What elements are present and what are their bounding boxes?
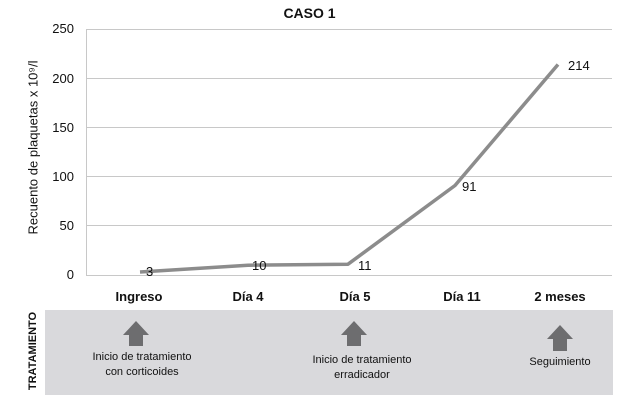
y-tick-100: 100 xyxy=(52,169,74,184)
note-line-2: con corticoides xyxy=(105,366,179,378)
x-category-dia4: Día 4 xyxy=(232,289,264,304)
x-category-ingreso: Ingreso xyxy=(115,289,163,304)
data-label-2meses: 214 xyxy=(568,58,590,73)
y-tick-200: 200 xyxy=(52,71,74,86)
gridlines xyxy=(86,29,612,276)
chart-title: CASO 1 xyxy=(283,5,336,21)
note-line-1: Inicio de tratamiento xyxy=(92,351,192,363)
treatment-label: TRATAMIENTO xyxy=(27,311,39,391)
treatment-note-corticoides: Inicio de tratamiento con corticoides xyxy=(62,350,222,380)
y-tick-50: 50 xyxy=(59,218,74,233)
note-line-1: Inicio de tratamiento xyxy=(312,354,412,366)
x-category-2meses: 2 meses xyxy=(534,289,586,304)
note-line-2: erradicador xyxy=(334,369,390,381)
data-label-dia11: 91 xyxy=(462,179,477,194)
y-tick-150: 150 xyxy=(52,120,74,135)
treatment-note-erradicador: Inicio de tratamiento erradicador xyxy=(282,353,442,383)
platelet-line xyxy=(139,63,560,274)
note-line-1: Seguimiento xyxy=(529,356,591,368)
treatment-note-seguimiento: Seguimiento xyxy=(480,355,619,370)
y-tick-0: 0 xyxy=(66,267,74,282)
data-label-dia4: 10 xyxy=(252,258,267,273)
y-tick-250: 250 xyxy=(52,21,74,36)
data-label-ingreso: 3 xyxy=(146,264,154,279)
x-category-dia5: Día 5 xyxy=(339,289,371,304)
data-label-dia5: 11 xyxy=(358,258,372,273)
x-category-dia11: Día 11 xyxy=(443,289,481,304)
